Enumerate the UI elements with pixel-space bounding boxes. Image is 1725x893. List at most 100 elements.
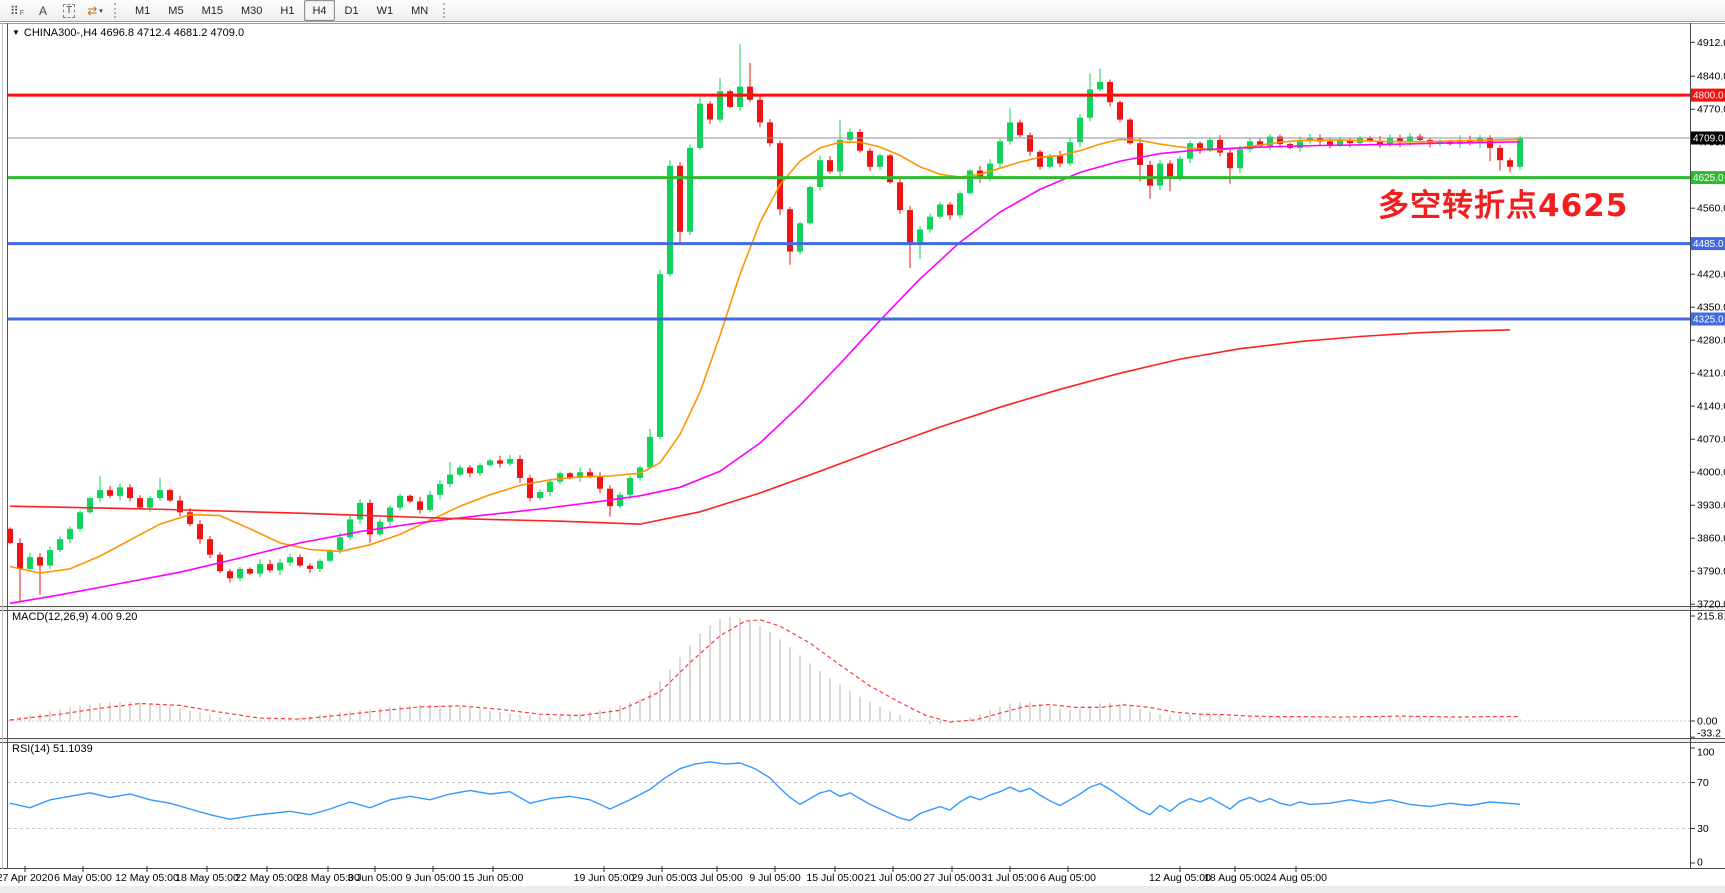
- price-tick-label: 4770.0: [1697, 104, 1725, 116]
- candle-up: [837, 139, 843, 172]
- candle-down: [887, 155, 893, 183]
- rsi-line: [9, 761, 1521, 822]
- candle-up: [1407, 136, 1413, 143]
- timeframe-m5[interactable]: M5: [168, 4, 184, 17]
- candle-up: [627, 477, 633, 495]
- time-axis-label: 6 Aug 05:00: [1040, 872, 1096, 884]
- timeframe-m30[interactable]: M30: [240, 4, 263, 17]
- symbol-dropdown-icon[interactable]: ▼: [12, 28, 20, 37]
- candle-down: [1117, 102, 1123, 120]
- ma-magenta-line: [9, 141, 1521, 605]
- candle-up: [547, 481, 553, 492]
- candle-down: [417, 501, 423, 510]
- candle-up: [87, 498, 93, 513]
- timeframe-h1[interactable]: H1: [280, 4, 295, 17]
- time-axis-label: 15 Jun 05:00: [463, 872, 524, 884]
- timeframe-w1[interactable]: W1: [376, 4, 394, 17]
- time-axis-label: 19 Jun 05:00: [574, 872, 635, 884]
- candle-up: [1077, 117, 1083, 143]
- candle-up: [147, 498, 153, 508]
- timeframe-bar: M1 M5 M15 M30 H1 H4 D1 W1 MN: [126, 0, 437, 21]
- price-tick-label: 4350.0: [1697, 302, 1725, 314]
- candle-down: [1367, 137, 1373, 141]
- price-badge: [1691, 237, 1725, 251]
- text-label-button[interactable]: T: [57, 1, 81, 21]
- candle-up: [1207, 139, 1213, 151]
- candle-down: [307, 565, 313, 569]
- candle-up: [477, 465, 483, 474]
- candle-up: [917, 229, 923, 244]
- timeframe-m15[interactable]: M15: [201, 4, 223, 17]
- time-axis-label: 28 May 05:00: [296, 872, 360, 884]
- candle-up: [157, 490, 163, 499]
- candle-up: [97, 490, 103, 499]
- price-badge: [1691, 88, 1725, 102]
- timeframe-m1[interactable]: M1: [135, 4, 151, 17]
- candle-up: [67, 528, 73, 540]
- timeframe-h4[interactable]: H4: [304, 0, 335, 21]
- candle-down: [1377, 140, 1383, 145]
- price-tick-label: 4210.0: [1697, 368, 1725, 380]
- price-tick-label: 3720.0: [1697, 599, 1725, 611]
- arrows-button[interactable]: ⇄ ▾: [83, 1, 107, 21]
- candle-up: [1097, 81, 1103, 90]
- text-a-icon: A: [38, 3, 47, 18]
- candle-down: [167, 490, 173, 501]
- pane-separator[interactable]: [0, 607, 1725, 610]
- candle-up: [617, 494, 623, 507]
- chart-grid-icon[interactable]: ⠿ F: [5, 1, 29, 21]
- price-tick-label: 4070.0: [1697, 434, 1725, 446]
- candle-down: [1227, 152, 1233, 169]
- candle-up: [737, 86, 743, 107]
- candle-down: [747, 86, 753, 100]
- pane-separator-2[interactable]: [0, 739, 1725, 742]
- time-axis-label: 27 Apr 2020: [0, 872, 53, 884]
- macd-scale-label: 0.00: [1697, 716, 1718, 728]
- candle-down: [197, 524, 203, 540]
- candle-up: [1047, 155, 1053, 167]
- price-tick-label: 4280.0: [1697, 335, 1725, 347]
- time-axis-label: 9 Jul 05:00: [749, 872, 801, 884]
- candle-up: [317, 560, 323, 569]
- time-axis-label: 27 Jul 05:00: [923, 872, 980, 884]
- timeframe-mn[interactable]: MN: [411, 4, 429, 17]
- candle-up: [817, 160, 823, 187]
- candle-down: [1277, 136, 1283, 145]
- candle-down: [1327, 141, 1333, 146]
- candle-up: [257, 564, 263, 574]
- candle-up: [1237, 149, 1243, 169]
- symbol-ohlc-text: CHINA300-,H4 4696.8 4712.4 4681.2 4709.0: [23, 27, 245, 39]
- chinese-annotation-text[interactable]: 多空转折点4625: [1378, 188, 1629, 224]
- candle-up: [667, 165, 673, 275]
- candle-up: [1457, 139, 1463, 145]
- candle-up: [47, 550, 53, 566]
- candle-down: [607, 488, 613, 507]
- candle-up: [937, 204, 943, 217]
- candle-up: [1297, 141, 1303, 148]
- candle-down: [367, 502, 373, 535]
- text-a-button[interactable]: A: [31, 1, 55, 21]
- candle-down: [137, 498, 143, 508]
- time-axis-label: 18 May 05:00: [175, 872, 239, 884]
- candle-up: [967, 170, 973, 194]
- toolbar-grip-2[interactable]: [443, 3, 449, 18]
- candle-down: [707, 103, 713, 120]
- candle-down: [867, 150, 873, 167]
- price-tick-label: 3930.0: [1697, 500, 1725, 512]
- price-tick-label: 4912.0: [1697, 37, 1725, 49]
- grid-dots-icon: ⠿: [9, 3, 19, 18]
- candle-up: [877, 155, 883, 167]
- candle-down: [1137, 143, 1143, 165]
- timeframe-d1[interactable]: D1: [344, 4, 359, 17]
- price-tick-label: 3860.0: [1697, 533, 1725, 545]
- candle-down: [1127, 119, 1133, 144]
- candle-down: [897, 182, 903, 211]
- price-badge: [1691, 131, 1725, 145]
- candle-up: [387, 507, 393, 522]
- candle-up: [77, 512, 83, 529]
- toolbar-grip[interactable]: [114, 3, 120, 18]
- price-badge-label: 4709.0: [1693, 134, 1724, 145]
- chevron-down-icon: ▾: [99, 7, 103, 15]
